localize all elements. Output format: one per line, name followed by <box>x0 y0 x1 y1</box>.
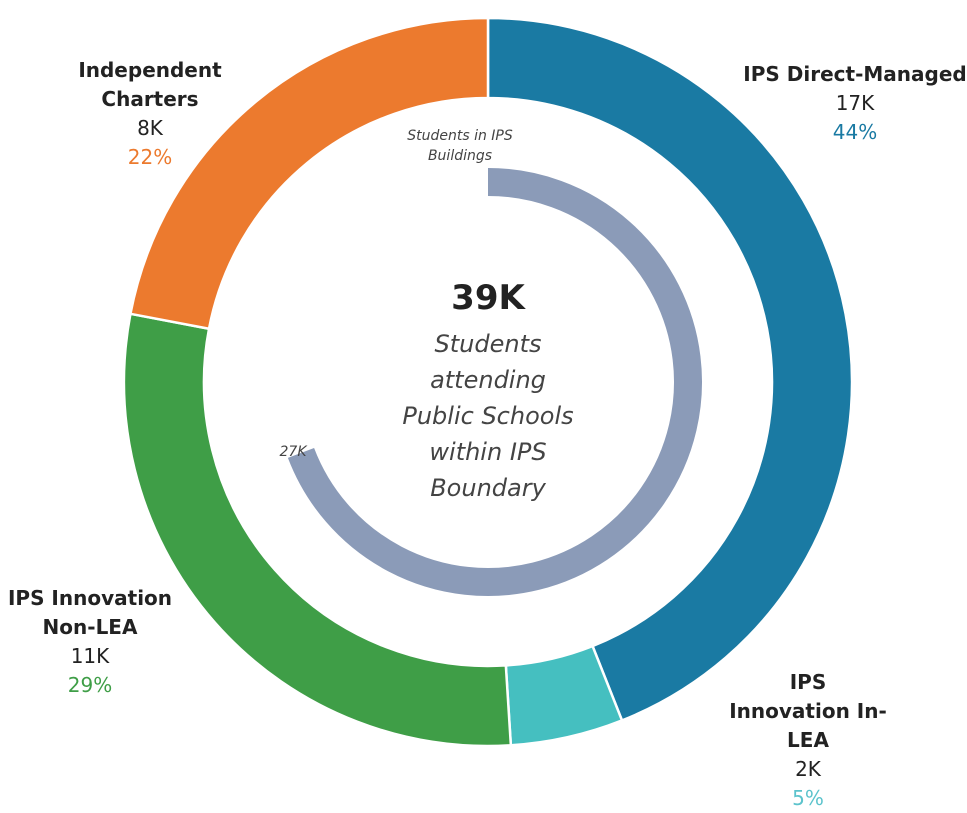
count-label: 2K <box>795 757 821 781</box>
segment-label: IPS Innovation In-LEA 2K 5% <box>728 668 888 813</box>
donut-segment <box>122 312 513 748</box>
category-name: IPS Innovation In-LEA <box>729 670 887 752</box>
segment-label: Independent Charters 8K 22% <box>75 56 225 172</box>
count-label: 11K <box>70 644 110 668</box>
percent-label: 22% <box>127 145 173 169</box>
count-label: 17K <box>835 91 875 115</box>
percent-label: 5% <box>792 786 824 810</box>
page: IPS Direct-Managed 17K 44% IPS Innovation I… <box>5 16 967 810</box>
category-name: IPS Innovation Non-LEA <box>7 586 173 639</box>
category-name: Independent Charters <box>78 58 222 111</box>
center-value: 39K <box>451 278 525 318</box>
segment-label: IPS Innovation Non-LEA 11K 29% <box>5 584 175 700</box>
inner-arc-label: Students in IPS Buildings <box>407 128 513 164</box>
percent-label: 44% <box>832 120 878 144</box>
category-name: IPS Direct-Managed <box>743 62 967 86</box>
donut-segment <box>486 16 854 723</box>
donut-segment <box>128 16 490 331</box>
percent-label: 29% <box>67 673 113 697</box>
inner-arc-value: 27K <box>279 444 307 460</box>
segment-label: IPS Direct-Managed 17K 44% <box>735 60 967 147</box>
inner-arc <box>287 168 702 596</box>
chart <box>122 16 854 748</box>
center-text: Students attending Public Schools within… <box>402 330 574 502</box>
count-label: 8K <box>137 116 163 140</box>
